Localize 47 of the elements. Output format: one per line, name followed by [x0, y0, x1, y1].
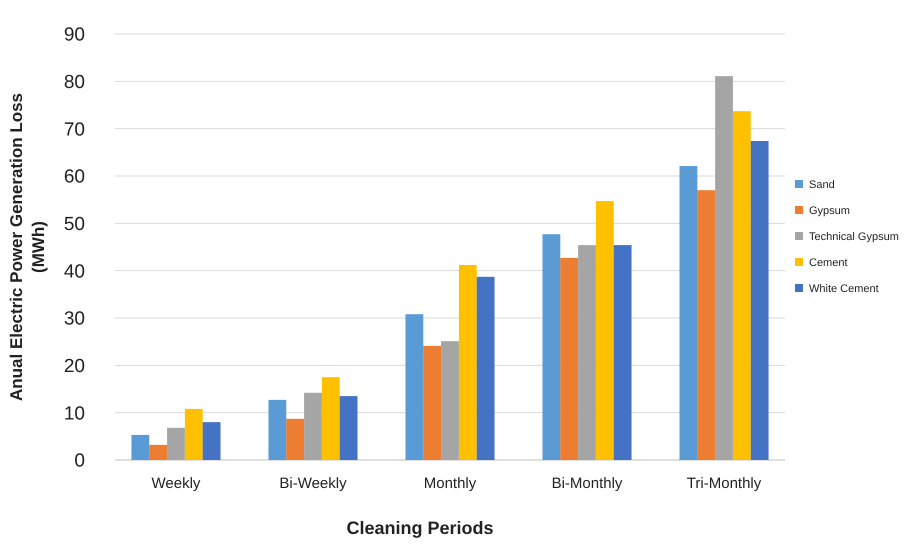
x-tick-label: Bi-Monthly [552, 475, 623, 492]
bar [184, 408, 203, 460]
y-tick-label: 0 [74, 450, 85, 472]
y-tick-label: 90 [64, 24, 85, 46]
bar [441, 341, 459, 460]
bar [304, 392, 322, 460]
x-tick-label: Bi-Weekly [279, 475, 348, 492]
bar [458, 264, 477, 460]
legend-label: Sand [809, 178, 835, 191]
bar [322, 377, 340, 460]
y-tick-label: 20 [64, 356, 85, 377]
bar [340, 396, 358, 460]
bar [131, 434, 150, 460]
bar [268, 400, 286, 460]
bar [614, 245, 632, 460]
bar [750, 140, 769, 460]
y-tick-label: 10 [64, 403, 85, 424]
bar [542, 234, 560, 460]
legend-label: Technical Gypsum [809, 230, 899, 243]
y-tick-label: 80 [64, 72, 85, 93]
bar [423, 346, 442, 460]
y-tick-label: 60 [64, 166, 85, 188]
y-axis-title: Anual Electric Power Generation Loss (MWh) [7, 93, 48, 401]
bar [167, 428, 185, 460]
bar [202, 422, 220, 460]
y-tick-label: 40 [64, 261, 85, 282]
x-tick-label: Weekly [152, 475, 201, 492]
bar [476, 276, 495, 460]
y-tick-label: 70 [64, 119, 85, 140]
y-tick-label: 50 [64, 214, 85, 235]
bar [680, 166, 698, 460]
bar [596, 201, 614, 460]
bar [149, 444, 168, 460]
bar [560, 258, 578, 460]
bar [697, 190, 716, 460]
legend-label: Gypsum [809, 204, 850, 217]
x-axis-title: Cleaning Periods [346, 518, 494, 538]
x-tick-label: Monthly [424, 475, 477, 492]
bar [578, 245, 596, 460]
bar [405, 314, 424, 460]
bar [732, 111, 751, 460]
legend-label: White Cement [809, 282, 879, 295]
bar [286, 418, 304, 460]
y-tick-label: 30 [64, 308, 85, 330]
bar [715, 76, 733, 460]
x-tick-label: Tri-Monthly [686, 475, 762, 492]
legend-label: Cement [809, 256, 848, 269]
